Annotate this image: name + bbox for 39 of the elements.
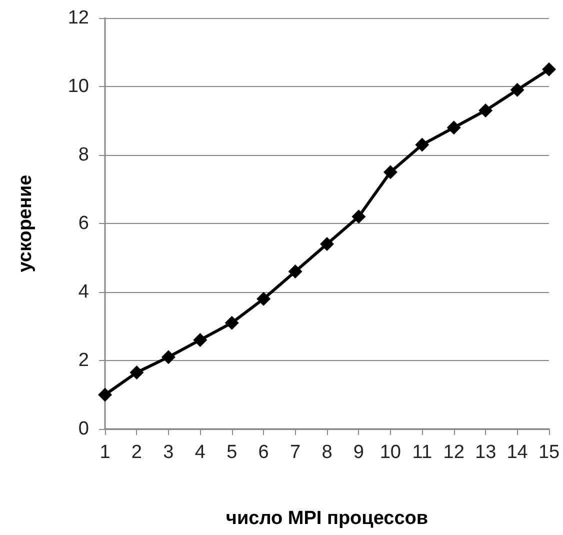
x-tick-label: 7 (290, 442, 301, 463)
point (446, 120, 461, 135)
x-tick-label: 4 (194, 442, 206, 463)
y-tick-label: 6 (78, 213, 89, 234)
point (256, 292, 271, 306)
x-tick-label: 2 (131, 442, 142, 463)
x-tick-label: 15 (538, 442, 560, 463)
x-tick-label: 6 (258, 442, 269, 463)
x-tick-label: 14 (506, 442, 528, 463)
x-tick-label: 5 (226, 442, 238, 463)
x-tick-label: 13 (475, 442, 496, 463)
x-tick-label: 8 (322, 442, 332, 463)
point (98, 388, 112, 402)
point (224, 316, 239, 330)
point (193, 332, 208, 347)
point (510, 82, 524, 97)
point (352, 210, 366, 224)
y-tick-label: 2 (78, 350, 89, 371)
y-tick-label: 4 (78, 282, 90, 302)
point (161, 350, 176, 364)
y-tick-label: 8 (78, 144, 89, 166)
x-tick-label: 11 (412, 442, 432, 463)
point (542, 62, 556, 76)
x-tick-label: 12 (443, 442, 464, 463)
point (288, 264, 302, 278)
y-tick-label: 12 (68, 8, 89, 28)
y-tick-label: 10 (68, 76, 89, 97)
x-tick-label: 9 (353, 442, 364, 463)
x-axis-title: число MPI процессов (226, 508, 428, 529)
x-tick-label: 10 (380, 442, 401, 463)
y-tick-label: 0 (78, 418, 89, 440)
point (478, 103, 493, 118)
point (130, 365, 144, 380)
point (415, 138, 430, 152)
x-tick-label: 3 (163, 442, 174, 463)
point (383, 165, 398, 180)
x-tick-label: 1 (100, 442, 110, 463)
y-axis-title: ускорение (15, 174, 36, 272)
point (320, 237, 334, 252)
